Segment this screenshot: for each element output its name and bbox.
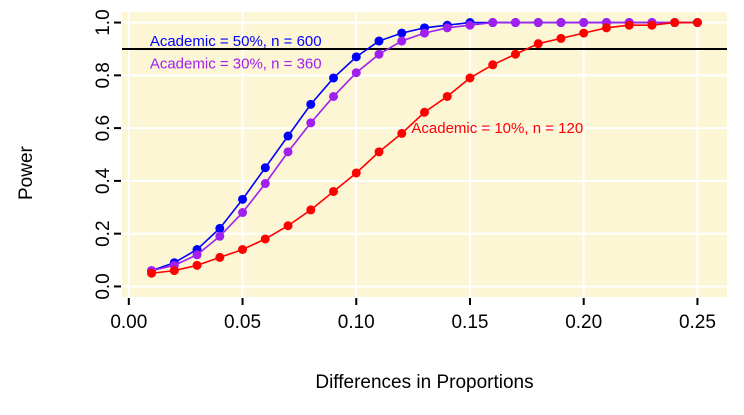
data-point (533, 18, 543, 28)
series-annotation-2: Academic = 10%, n = 120 (411, 120, 583, 137)
data-point (420, 28, 429, 38)
data-point (329, 73, 339, 83)
data-point (442, 23, 452, 33)
data-point (238, 208, 248, 218)
data-point (420, 107, 429, 117)
data-point (556, 33, 566, 43)
x-tick-label: 0.25 (679, 312, 716, 333)
y-tick-label: 0.4 (93, 167, 114, 194)
data-point (397, 36, 407, 46)
series-annotation-0: Academic = 50%, n = 600 (150, 33, 322, 50)
data-point (670, 18, 680, 28)
data-point (624, 20, 634, 30)
data-point (397, 128, 407, 138)
data-point (260, 234, 270, 244)
y-tick-label: 0.2 (93, 220, 114, 246)
y-axis-title: Power (16, 146, 37, 200)
plot-area (122, 12, 727, 297)
data-point (351, 68, 361, 78)
y-tick-label: 0.6 (93, 115, 114, 141)
data-point (533, 39, 543, 49)
y-tick-label: 1.0 (93, 9, 114, 35)
x-tick-label: 0.20 (565, 312, 602, 333)
data-point (692, 18, 702, 28)
data-point (351, 52, 361, 62)
data-point (238, 194, 248, 204)
x-tick-label: 0.05 (224, 312, 261, 333)
data-point (556, 18, 566, 28)
data-point (374, 147, 384, 157)
data-point (147, 268, 157, 278)
data-point (579, 28, 589, 38)
data-point (238, 245, 248, 254)
x-axis-title: Differences in Proportions (315, 372, 534, 393)
data-point (488, 18, 498, 28)
data-point (510, 49, 520, 59)
series-annotation-1: Academic = 30%, n = 360 (150, 55, 322, 72)
data-point (465, 73, 475, 83)
data-point (601, 23, 611, 33)
x-tick-label: 0.00 (110, 312, 147, 333)
data-point (260, 179, 270, 189)
data-point (647, 20, 657, 30)
y-tick-label: 0.8 (93, 62, 114, 88)
data-point (306, 118, 316, 128)
data-point (283, 131, 293, 141)
data-point (306, 205, 316, 215)
data-point (374, 49, 384, 59)
x-tick-label: 0.10 (338, 312, 375, 333)
data-point (306, 99, 316, 109)
data-point (283, 221, 293, 231)
data-point (192, 260, 202, 270)
data-point (260, 163, 270, 173)
x-tick-label: 0.15 (451, 312, 488, 333)
data-point (374, 36, 384, 46)
data-point (329, 91, 339, 101)
data-point (215, 252, 225, 262)
data-point (283, 147, 293, 157)
y-tick-label: 0.0 (93, 273, 114, 299)
data-point (579, 18, 589, 28)
data-point (442, 91, 452, 101)
data-point (192, 250, 202, 260)
data-point (169, 266, 179, 276)
data-point (215, 223, 225, 233)
data-point (397, 28, 407, 38)
data-point (510, 18, 520, 28)
data-point (329, 186, 339, 196)
data-point (215, 231, 225, 241)
data-point (488, 60, 498, 70)
data-point (465, 20, 475, 30)
data-point (351, 168, 361, 178)
